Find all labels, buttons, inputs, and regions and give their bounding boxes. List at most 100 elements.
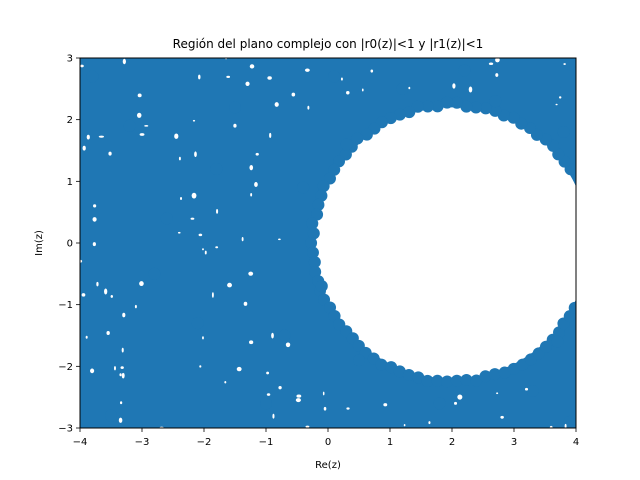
y-tick-label: 2 bbox=[67, 115, 73, 126]
gap-speckle bbox=[139, 281, 144, 287]
gap-speckle bbox=[121, 347, 124, 353]
gap-speckle bbox=[139, 133, 145, 136]
scatter-point bbox=[297, 181, 310, 194]
scatter-point bbox=[470, 101, 483, 114]
scatter-point bbox=[489, 104, 502, 117]
gap-speckle bbox=[563, 63, 566, 65]
gap-speckle bbox=[408, 86, 411, 90]
gap-speckle bbox=[249, 340, 254, 345]
scatter-point bbox=[489, 95, 502, 108]
scatter-points bbox=[86, 58, 576, 428]
gap-speckle bbox=[92, 217, 97, 222]
scatter-point bbox=[479, 370, 492, 383]
scatter-point bbox=[105, 409, 117, 422]
gap-speckle bbox=[194, 151, 197, 158]
x-tick-label: 3 bbox=[511, 437, 517, 448]
scatter-point bbox=[396, 82, 409, 95]
gap-speckle bbox=[403, 423, 406, 427]
gap-speckle bbox=[177, 231, 181, 234]
gap-speckle bbox=[278, 238, 281, 241]
scatter-point bbox=[450, 374, 463, 387]
gap-speckle bbox=[295, 398, 301, 403]
scatter-point bbox=[450, 96, 463, 109]
gap-speckle bbox=[192, 119, 196, 122]
gap-speckles bbox=[80, 58, 567, 428]
gap-speckle bbox=[211, 292, 214, 298]
scatter-point bbox=[460, 100, 473, 113]
x-axis-label: Re(z) bbox=[315, 460, 341, 471]
gap-speckle bbox=[255, 152, 259, 156]
scatter-point bbox=[441, 375, 454, 388]
gap-speckle bbox=[224, 381, 227, 384]
gap-speckle bbox=[346, 91, 350, 95]
gap-speckle bbox=[245, 81, 250, 87]
scatter-point bbox=[411, 100, 424, 113]
gap-speckle bbox=[93, 204, 97, 208]
scatter-point bbox=[278, 329, 291, 342]
gap-speckle bbox=[488, 62, 494, 66]
scatter-point bbox=[306, 217, 319, 230]
gap-speckle bbox=[144, 125, 149, 127]
chart-title: Región del plano complejo con |r0(z)|<1 … bbox=[173, 37, 484, 51]
gap-speckle bbox=[370, 69, 374, 73]
scatter-point bbox=[309, 265, 322, 278]
gap-speckle bbox=[198, 74, 201, 80]
gap-speckle bbox=[80, 64, 84, 68]
gap-speckle bbox=[549, 425, 553, 428]
gap-speckle bbox=[296, 394, 302, 398]
y-tick-label: −3 bbox=[58, 424, 73, 435]
gap-speckle bbox=[272, 413, 275, 419]
gap-speckle bbox=[98, 135, 104, 138]
scatter-point bbox=[160, 212, 173, 225]
x-tick-label: −3 bbox=[135, 437, 150, 448]
gap-speckle bbox=[137, 93, 142, 98]
gap-speckle bbox=[254, 182, 258, 187]
gap-speckle bbox=[305, 425, 310, 428]
scatter-point bbox=[539, 133, 552, 146]
gap-speckle bbox=[322, 391, 325, 396]
gap-speckle bbox=[266, 393, 271, 396]
scatter-point bbox=[353, 354, 365, 367]
gap-speckle bbox=[120, 366, 124, 369]
scatter-point bbox=[312, 198, 325, 211]
gap-speckle bbox=[285, 342, 291, 348]
scatter-point bbox=[328, 70, 341, 83]
scatter-point bbox=[311, 208, 324, 221]
plot-area bbox=[80, 58, 576, 428]
gap-speckle bbox=[80, 259, 83, 263]
scatter-point bbox=[340, 138, 353, 151]
gap-speckle bbox=[233, 123, 237, 128]
y-tick-label: 0 bbox=[67, 239, 73, 250]
scatter-point bbox=[315, 280, 328, 293]
gap-speckle bbox=[274, 102, 279, 107]
gap-speckle bbox=[216, 209, 219, 214]
gap-speckle bbox=[524, 387, 529, 391]
scatter-point bbox=[191, 317, 204, 330]
scatter-point bbox=[307, 227, 320, 240]
gap-speckle bbox=[202, 248, 204, 251]
scatter-point bbox=[305, 237, 318, 249]
scatter-point bbox=[210, 163, 223, 175]
gap-speckle bbox=[361, 88, 364, 92]
gap-speckle bbox=[236, 366, 242, 372]
y-tick-label: 3 bbox=[67, 54, 73, 65]
gap-speckle bbox=[564, 423, 567, 428]
gap-speckle bbox=[495, 73, 499, 77]
scatter-point bbox=[402, 368, 415, 381]
gap-speckle bbox=[269, 132, 272, 138]
scatter-point bbox=[317, 180, 330, 193]
gap-speckle bbox=[121, 372, 125, 379]
x-axis-ticks: −4 −3 −2 −1 0 1 2 3 4 bbox=[73, 428, 579, 448]
gap-speckle bbox=[118, 417, 123, 423]
gap-speckle bbox=[452, 83, 456, 89]
gap-speckle bbox=[304, 68, 310, 72]
scatter-point bbox=[551, 335, 564, 348]
scatter-point bbox=[421, 374, 434, 387]
gap-speckle bbox=[428, 421, 431, 425]
gap-speckle bbox=[122, 312, 126, 318]
scatter-point bbox=[498, 366, 511, 379]
gap-speckle bbox=[110, 294, 114, 298]
x-tick-label: −1 bbox=[259, 437, 274, 448]
gap-speckle bbox=[82, 145, 86, 151]
x-tick-label: −2 bbox=[197, 437, 212, 448]
